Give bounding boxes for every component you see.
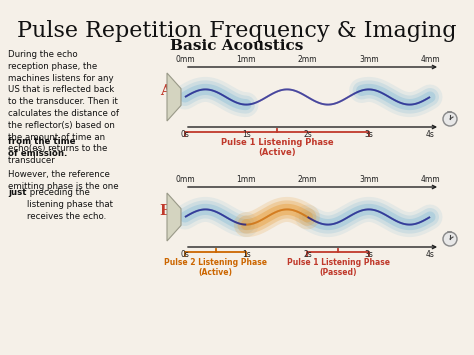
- Text: 2s: 2s: [303, 250, 312, 259]
- Text: B: B: [159, 204, 171, 218]
- Text: 2mm: 2mm: [298, 55, 317, 64]
- Circle shape: [443, 112, 457, 126]
- Text: preceding the
listening phase that
receives the echo.: preceding the listening phase that recei…: [27, 188, 113, 220]
- Text: Basic Acoustics: Basic Acoustics: [170, 39, 304, 53]
- Text: During the echo
reception phase, the
machines listens for any
US that is reflect: During the echo reception phase, the mac…: [8, 50, 119, 165]
- Text: A: A: [160, 84, 170, 98]
- Text: 4mm: 4mm: [420, 55, 440, 64]
- Text: 2mm: 2mm: [298, 175, 317, 184]
- Text: from the time
of emission.: from the time of emission.: [8, 137, 75, 158]
- Text: 4mm: 4mm: [420, 175, 440, 184]
- Text: 2s: 2s: [303, 130, 312, 139]
- Text: However, the reference
emitting phase is the one: However, the reference emitting phase is…: [8, 170, 118, 191]
- Text: 1mm: 1mm: [237, 175, 256, 184]
- Text: Pulse 2 Listening Phase
(Active): Pulse 2 Listening Phase (Active): [164, 258, 267, 277]
- Text: 0mm: 0mm: [175, 55, 195, 64]
- Circle shape: [443, 232, 457, 246]
- Text: 1s: 1s: [242, 250, 251, 259]
- Polygon shape: [167, 193, 181, 241]
- Text: Pulse 1 Listening Phase
(Active): Pulse 1 Listening Phase (Active): [220, 138, 333, 157]
- Text: 0s: 0s: [181, 130, 190, 139]
- Text: Pulse 1 Listening Phase
(Passed): Pulse 1 Listening Phase (Passed): [287, 258, 390, 277]
- Text: just: just: [8, 188, 27, 197]
- Text: 1s: 1s: [242, 130, 251, 139]
- Text: 4s: 4s: [426, 250, 435, 259]
- Polygon shape: [167, 73, 181, 121]
- Text: 0s: 0s: [181, 250, 190, 259]
- Text: 3mm: 3mm: [359, 175, 379, 184]
- Text: 3s: 3s: [365, 250, 373, 259]
- Text: 4s: 4s: [426, 130, 435, 139]
- Text: 3mm: 3mm: [359, 55, 379, 64]
- Text: Pulse Repetition Frequency & Imaging: Pulse Repetition Frequency & Imaging: [17, 20, 457, 42]
- Text: 0mm: 0mm: [175, 175, 195, 184]
- Text: 3s: 3s: [365, 130, 373, 139]
- Text: 1mm: 1mm: [237, 55, 256, 64]
